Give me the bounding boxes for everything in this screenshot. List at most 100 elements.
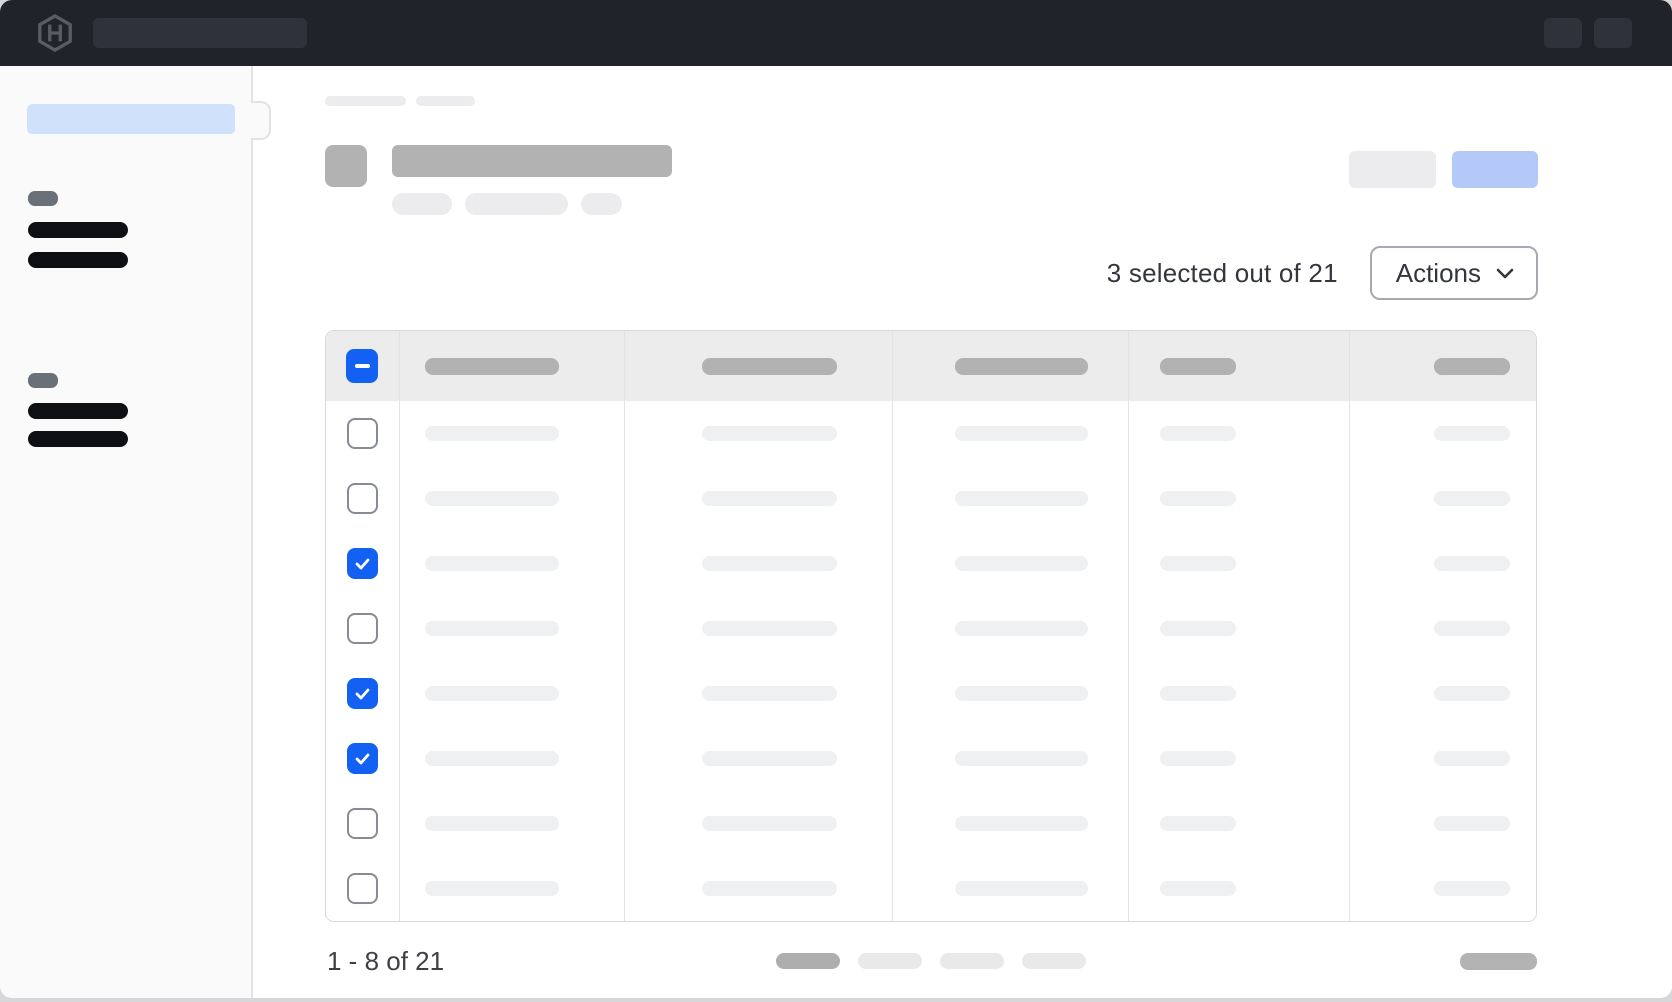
table-row <box>326 661 1536 726</box>
cell-skeleton <box>1434 556 1510 571</box>
cell-skeleton <box>955 816 1089 831</box>
pagination-bar: 1 - 8 of 21 <box>325 945 1537 976</box>
table-body <box>326 401 1536 921</box>
pagination-page-skeleton[interactable] <box>858 953 922 969</box>
sidebar-item-skeleton[interactable] <box>28 252 128 268</box>
selection-summary: 3 selected out of 21 <box>1106 257 1338 288</box>
breadcrumb <box>325 96 1538 106</box>
cell-skeleton <box>1159 491 1236 506</box>
row-checkbox[interactable] <box>346 548 378 579</box>
sidebar-section-label-skeleton <box>28 373 58 388</box>
cell-skeleton <box>424 751 559 766</box>
cell-skeleton <box>1159 426 1236 441</box>
cell-skeleton <box>701 556 837 571</box>
cell-skeleton <box>1159 816 1236 831</box>
indeterminate-icon <box>354 364 370 368</box>
cell-skeleton <box>424 621 559 636</box>
cell-skeleton <box>1159 686 1236 701</box>
cell-skeleton <box>1434 621 1510 636</box>
primary-button-skeleton[interactable] <box>1452 151 1538 188</box>
column-header-skeleton <box>1159 357 1236 375</box>
row-checkbox[interactable] <box>346 808 378 839</box>
selection-toolbar: 3 selected out of 21 Actions <box>325 246 1538 300</box>
cell-skeleton <box>701 621 837 636</box>
cell-skeleton <box>1159 881 1236 896</box>
cell-skeleton <box>701 816 837 831</box>
pagination-page-skeleton[interactable] <box>776 953 840 969</box>
pagination-page-skeleton[interactable] <box>1022 953 1086 969</box>
navbar-right-group <box>1544 18 1632 48</box>
search-input-skeleton[interactable] <box>93 18 307 48</box>
page-title-skeleton <box>392 145 672 177</box>
pagination-page-skeleton[interactable] <box>940 953 1004 969</box>
table-row <box>326 726 1536 791</box>
actions-dropdown-button[interactable]: Actions <box>1369 246 1538 300</box>
checkmark-icon <box>355 688 370 699</box>
sidebar-item-skeleton[interactable] <box>28 431 128 447</box>
page-header <box>325 145 1538 188</box>
table-row <box>326 466 1536 531</box>
cell-skeleton <box>1159 556 1236 571</box>
sidebar <box>0 66 271 998</box>
pagination-pages-group <box>776 953 1086 969</box>
navbar-button-skeleton[interactable] <box>1594 18 1632 48</box>
cell-skeleton <box>424 556 559 571</box>
cell-skeleton <box>955 621 1089 636</box>
cell-skeleton <box>701 491 837 506</box>
cell-skeleton <box>701 881 837 896</box>
cell-skeleton <box>955 686 1089 701</box>
cell-skeleton <box>424 816 559 831</box>
badge-skeleton <box>392 193 452 215</box>
badge-skeleton <box>465 193 568 215</box>
cell-skeleton <box>424 686 559 701</box>
pagination-range-label: 1 - 8 of 21 <box>327 945 445 976</box>
breadcrumb-item-skeleton[interactable] <box>325 96 406 106</box>
sidebar-item-skeleton[interactable] <box>28 403 128 419</box>
cell-skeleton <box>1434 491 1510 506</box>
row-checkbox[interactable] <box>346 613 378 644</box>
badge-skeleton <box>581 193 622 215</box>
row-checkbox[interactable] <box>346 873 378 904</box>
badge-row <box>392 193 1538 215</box>
cell-skeleton <box>955 751 1089 766</box>
row-checkbox[interactable] <box>346 418 378 449</box>
cell-skeleton <box>1159 751 1236 766</box>
cell-skeleton <box>424 491 559 506</box>
column-header-skeleton <box>701 357 837 375</box>
pagination-next-skeleton[interactable] <box>1460 952 1537 970</box>
navbar-button-skeleton[interactable] <box>1544 18 1582 48</box>
column-header-skeleton <box>955 357 1089 375</box>
table-row <box>326 596 1536 661</box>
cell-skeleton <box>1434 751 1510 766</box>
table-header-row <box>326 331 1536 401</box>
row-checkbox[interactable] <box>346 483 378 514</box>
cell-skeleton <box>955 426 1089 441</box>
header-actions-group <box>1349 151 1538 188</box>
sidebar-section-label-skeleton <box>28 191 58 206</box>
app-body: 3 selected out of 21 Actions <box>0 66 1672 998</box>
cell-skeleton <box>701 426 837 441</box>
checkmark-icon <box>355 753 370 764</box>
row-checkbox[interactable] <box>346 743 378 774</box>
hashicorp-logo-icon[interactable] <box>36 14 74 52</box>
table-row <box>326 531 1536 596</box>
table-row <box>326 856 1536 921</box>
breadcrumb-item-skeleton[interactable] <box>416 96 475 106</box>
sidebar-active-item-skeleton[interactable] <box>27 104 235 134</box>
cell-skeleton <box>701 686 837 701</box>
sidebar-collapse-handle[interactable] <box>251 101 271 140</box>
cell-skeleton <box>955 556 1089 571</box>
secondary-button-skeleton[interactable] <box>1349 151 1436 188</box>
row-checkbox[interactable] <box>346 678 378 709</box>
column-header-skeleton <box>1434 357 1510 375</box>
table-row <box>326 401 1536 466</box>
cell-skeleton <box>701 751 837 766</box>
cell-skeleton <box>424 881 559 896</box>
cell-skeleton <box>1434 881 1510 896</box>
cell-skeleton <box>1159 621 1236 636</box>
cell-skeleton <box>424 426 559 441</box>
sidebar-item-skeleton[interactable] <box>28 222 128 238</box>
cell-skeleton <box>1434 686 1510 701</box>
select-all-checkbox[interactable] <box>346 349 379 383</box>
